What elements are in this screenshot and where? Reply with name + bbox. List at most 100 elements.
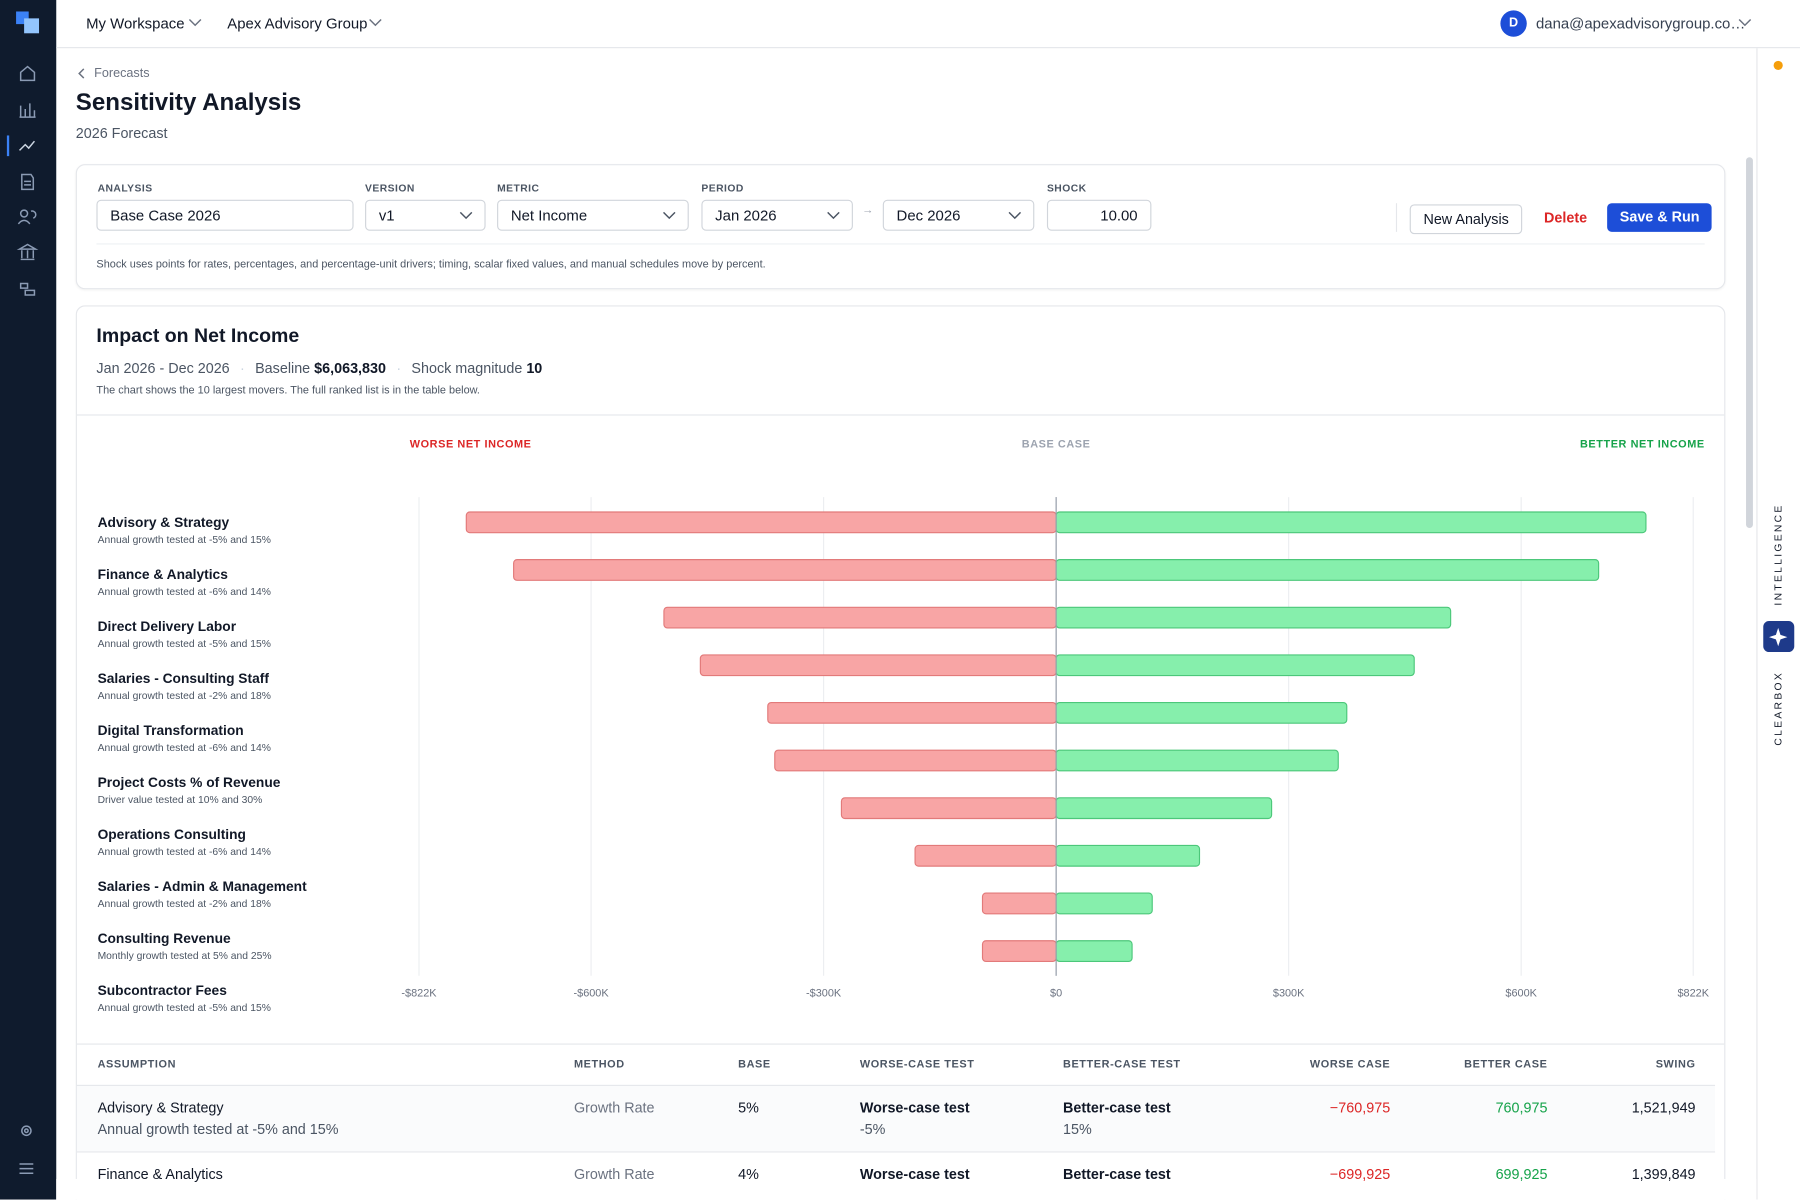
breadcrumb[interactable]: Forecasts [94,66,150,81]
cell-better-test: Better-case test [1063,1099,1171,1116]
intelligence-tab[interactable]: INTELLIGENCE [1772,503,1784,606]
metric-select[interactable]: Net Income [497,199,689,231]
back-icon [78,68,85,79]
cell-better-test-value: 15% [1063,1121,1092,1138]
field-label: ANALYSIS [97,182,153,195]
driver-description: Annual growth tested at -5% and 15% [98,1003,271,1014]
driver-description: Annual growth tested at -2% and 18% [98,691,271,702]
bar-better [1055,892,1153,915]
period-end[interactable]: Dec 2026 [882,199,1035,231]
period-start[interactable]: Jan 2026 [701,199,853,231]
x-tick-label: $300K [1273,987,1305,999]
sidebar [0,0,57,1200]
analysis-input[interactable]: Base Case 2026 [96,199,354,231]
x-tick-label: -$600K [574,987,610,999]
impact-note: The chart shows the 10 largest movers. T… [96,384,480,398]
driver-name: Salaries - Consulting Staff [98,671,270,686]
shock-input[interactable]: 10.00 [1046,199,1152,231]
cell-worse: −760,975 [1329,1099,1391,1116]
page-title: Sensitivity Analysis [75,89,302,116]
impact-title: Impact on Net Income [96,324,300,347]
driver-name: Project Costs % of Revenue [98,775,281,790]
bar-worse [981,940,1057,962]
org-menu[interactable]: Apex Advisory Group [227,14,368,33]
cell-better: 760,975 [1495,1099,1548,1116]
baseline-label: Baseline [255,360,311,377]
avatar[interactable]: D [1500,10,1527,37]
bar-better [1055,844,1201,867]
select-value: Dec 2026 [896,206,961,224]
bar-worse [914,844,1057,867]
bar-better [1055,511,1647,534]
new-analysis-button[interactable]: New Analysis [1409,204,1523,235]
bar-better [1055,559,1600,581]
driver-description: Annual growth tested at -5% and 15% [98,639,271,650]
divider [96,243,1705,245]
field-label: PERIOD [701,182,744,195]
column-header: WORSE-CASE TEST [859,1058,975,1072]
divider [76,1043,1725,1045]
scrollbar-thumb[interactable] [1746,157,1753,529]
divider [76,1084,1716,1086]
driver-name: Advisory & Strategy [98,515,230,530]
cell-swing: 1,521,949 [1631,1099,1696,1116]
row-bg [76,1085,1716,1153]
save-run-button[interactable]: Save & Run [1607,203,1713,232]
bar-worse [465,511,1057,534]
impact-meta: Jan 2026 - Dec 2026 · Baseline $6,063,830 ·… [96,360,543,377]
cell-assumption: Advisory & Strategy [97,1099,224,1116]
cell-method: Growth Rate [573,1099,655,1116]
cell-worse: −699,925 [1329,1166,1391,1183]
driver-description: Annual growth tested at -6% and 14% [98,587,271,598]
bar-worse [774,749,1057,772]
bar-better [1055,606,1452,629]
clearbox-tab[interactable]: CLEARBOX [1772,670,1784,746]
divider [76,414,1725,416]
bar-better [1055,749,1339,772]
form-card [75,164,1726,290]
delete-button[interactable]: Delete [1544,210,1588,227]
driver-description: Annual growth tested at -2% and 18% [98,899,271,910]
driver-name: Direct Delivery Labor [98,619,237,634]
row-bg [76,1152,1716,1200]
select-value: v1 [378,206,395,224]
divider [1395,203,1398,232]
cell-worse-test: Worse-case test [859,1166,970,1183]
base-label: BASE CASE [1022,439,1091,451]
driver-name: Consulting Revenue [98,931,231,946]
select-value: Jan 2026 [715,206,777,224]
bar-worse [840,797,1057,820]
x-tick-label: $822K [1677,987,1709,999]
bar-worse [663,606,1057,629]
driver-description: Driver value tested at 10% and 30% [98,795,263,806]
cell-worse-test-value: -5% [859,1121,886,1138]
driver-description: Annual growth tested at -6% and 14% [98,743,271,754]
column-header: BETTER CASE [1464,1058,1548,1072]
version-select[interactable]: v1 [365,199,486,231]
bar-worse [513,559,1057,581]
arrow: → [862,204,874,217]
chevron [369,18,382,27]
cell-better-test: Better-case test [1063,1166,1171,1183]
worse-label: WORSE NET INCOME [410,439,532,451]
bar-better [1055,797,1273,820]
driver-description: Annual growth tested at -5% and 15% [98,535,271,546]
impact-card [75,305,1726,1200]
user-email[interactable]: dana@apexadvisorygroup.co… [1535,14,1746,33]
driver-description: Monthly growth tested at 5% and 25% [98,951,272,962]
ai-button[interactable] [1763,621,1795,653]
bar-worse [981,892,1057,915]
shock-value: 10 [526,360,543,377]
cell-base: 5% [738,1099,759,1116]
cell-assumption: Finance & Analytics [97,1166,223,1183]
right-rail [1756,48,1800,1200]
page-subtitle: 2026 Forecast [75,125,168,142]
field-label: SHOCK [1046,182,1087,195]
x-tick-label: $600K [1505,987,1537,999]
driver-name: Finance & Analytics [98,567,229,582]
workspace-menu[interactable]: My Workspace [86,14,185,33]
field-label: VERSION [365,182,415,195]
cell-swing: 1,399,849 [1631,1166,1696,1183]
